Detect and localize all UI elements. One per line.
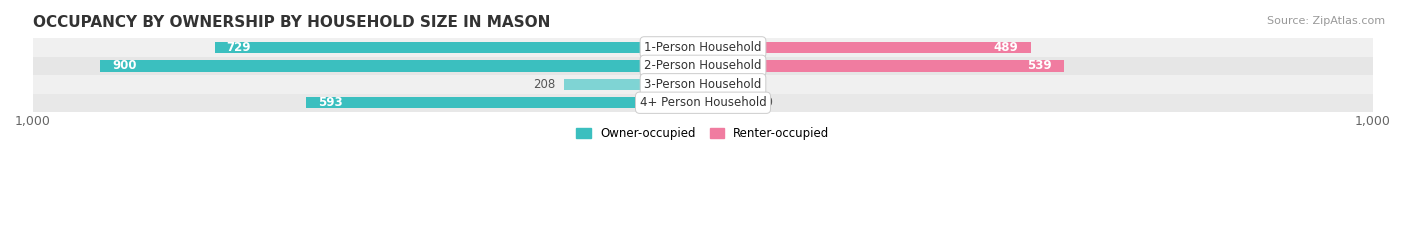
Bar	[703, 97, 749, 108]
Text: 4+ Person Household: 4+ Person Household	[640, 96, 766, 109]
Bar	[703, 60, 1064, 72]
Legend: Owner-occupied, Renter-occupied: Owner-occupied, Renter-occupied	[572, 122, 834, 144]
Bar	[32, 57, 1374, 75]
Text: 900: 900	[112, 59, 136, 72]
Text: Source: ZipAtlas.com: Source: ZipAtlas.com	[1267, 16, 1385, 26]
Text: 1-Person Household: 1-Person Household	[644, 41, 762, 54]
Text: 593: 593	[318, 96, 342, 109]
Text: 3-Person Household: 3-Person Household	[644, 78, 762, 91]
Text: 70: 70	[758, 96, 773, 109]
Bar	[32, 93, 1374, 112]
Bar	[703, 79, 727, 90]
Text: 729: 729	[226, 41, 252, 54]
Text: 208: 208	[533, 78, 555, 91]
Text: OCCUPANCY BY OWNERSHIP BY HOUSEHOLD SIZE IN MASON: OCCUPANCY BY OWNERSHIP BY HOUSEHOLD SIZE…	[32, 15, 550, 30]
Bar	[703, 42, 1031, 53]
Bar	[564, 79, 703, 90]
Bar	[215, 42, 703, 53]
Text: 36: 36	[735, 78, 749, 91]
Bar	[100, 60, 703, 72]
Text: 489: 489	[994, 41, 1018, 54]
Bar	[305, 97, 703, 108]
Bar	[32, 75, 1374, 93]
Bar	[32, 38, 1374, 57]
Text: 539: 539	[1028, 59, 1052, 72]
Text: 2-Person Household: 2-Person Household	[644, 59, 762, 72]
